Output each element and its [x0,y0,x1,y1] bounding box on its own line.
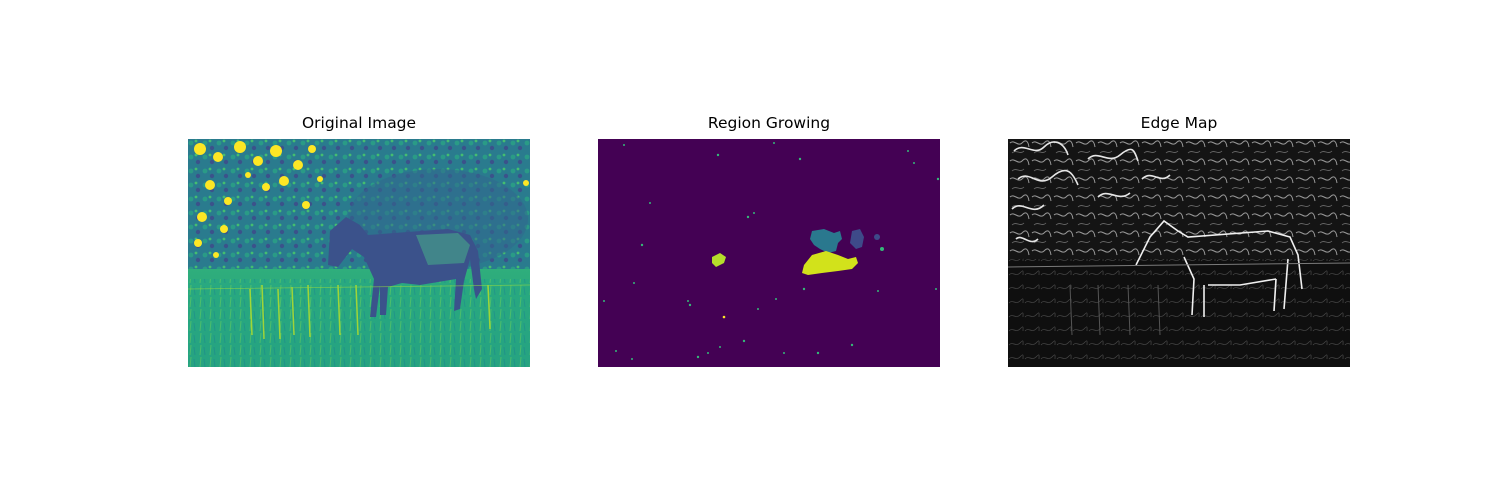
panel-title: Region Growing [707,114,831,132]
region-lime [712,253,726,267]
fence-posts [249,284,491,340]
foliage-edges [1011,141,1171,243]
seed-specks [603,142,940,360]
panel-title: Edge Map [1140,114,1218,132]
region-growing-map [598,139,940,367]
region-purple [850,229,864,249]
edge-map [1008,139,1350,367]
original-image [188,139,530,367]
panel-title: Original Image [301,114,417,132]
region-yellow [802,251,858,275]
horse [328,217,482,317]
fence-edges [1069,284,1161,336]
horse-edges [1135,219,1303,317]
yellow-blossoms [194,141,529,258]
region-teal [810,229,842,253]
